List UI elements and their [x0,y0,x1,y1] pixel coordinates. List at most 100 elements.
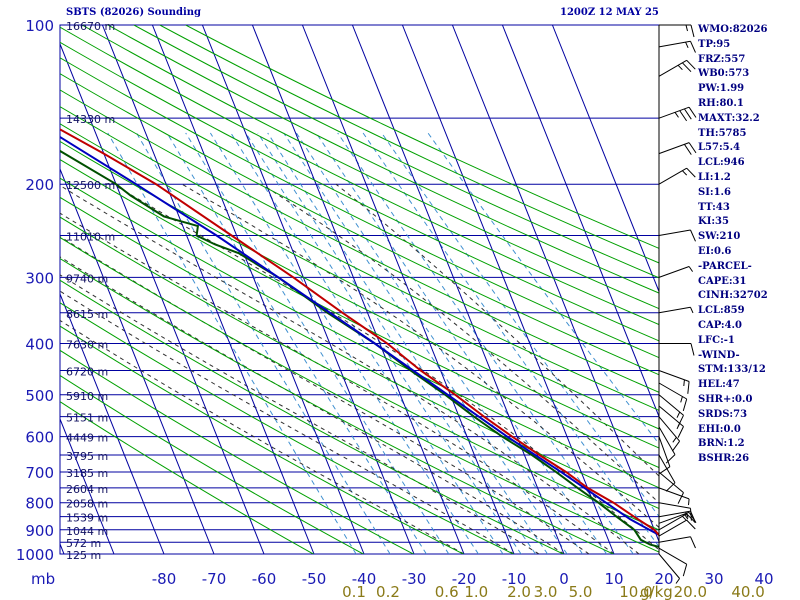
temperature-line [60,128,659,537]
wind-barb [658,370,690,394]
dewpoint-profile [60,149,659,548]
dry-adiabat [60,89,659,393]
mixing-ratio-line [315,132,608,554]
height-label: 14330 m [66,113,115,126]
wind-barb [658,266,694,278]
mixing-ratio-label: 1.0 [464,583,488,600]
pressure-tick-label: 600 [25,429,54,447]
wind-barb [658,547,688,577]
pressure-unit-label: mb [31,570,55,588]
isotherm-line [60,417,115,554]
mixing-ratio-line [185,132,450,554]
moist-adiabat [60,290,515,554]
dry-adiabat [81,25,659,310]
isotherm-line [301,25,515,554]
temperature-profile [60,128,659,537]
sounding-index-15: EI:0.6 [698,245,732,257]
sounding-index-28: BRN:1.2 [698,438,745,450]
mixing-ratio-line [381,132,659,518]
parcel-line [60,135,659,537]
dry-adiabat [60,106,659,411]
temperature-tick-label: -20 [452,570,477,588]
sounding-index-9: LCL:946 [698,157,745,169]
height-label: 3795 m [66,450,108,463]
pressure-tick-label: 300 [25,269,54,287]
wind-barb [658,382,688,412]
dry-adiabat [60,279,565,554]
mixing-ratio-label: 0.1 [342,583,366,600]
sounding-index-23: STM:133/12 [698,364,766,376]
wind-barb [658,306,694,314]
pressure-tick-label: 700 [25,464,54,482]
isotherm-line [0,25,14,554]
mixing-ratio-label: 3.0 [534,583,558,600]
sounding-index-19: LCL:859 [698,305,745,317]
wind-barb [659,343,695,356]
sounding-index-25: SHR+:0.0 [698,393,753,405]
dry-adiabat [60,302,515,554]
mixing-ratio-line [166,132,427,554]
wind-barb [658,487,690,506]
temperature-tick-label: -50 [302,570,327,588]
isotherm-line [60,292,165,554]
dry-adiabat [60,140,659,449]
temperature-tick-label: 20 [654,570,673,588]
wind-barb [658,40,696,53]
parcel-profile [60,135,659,537]
isotherm-lines [0,25,659,554]
temperature-tick-label: 10 [604,570,623,588]
mixing-ratio-label: 2.0 [507,583,531,600]
moist-adiabat [60,212,615,554]
wind-barb [658,394,684,427]
mixing-ratio-line [295,132,584,554]
sounding-index-13: KI:35 [698,216,729,228]
wind-barb [658,553,681,584]
moist-adiabat-lines [60,183,659,554]
mixing-ratio-line [267,132,549,554]
dry-adiabat [60,123,659,430]
height-label: 5910 m [66,390,108,403]
mixing-ratio-line [257,132,536,554]
wind-barb [658,536,696,549]
moist-adiabat [335,183,659,477]
dry-adiabat [107,25,659,294]
moist-adiabat [60,184,640,554]
mixing-ratio-unit: g/kg [640,583,673,600]
sounding-index-26: SRDS:73 [698,408,748,420]
sounding-index-17: CAPE:31 [698,275,747,287]
pressure-tick-label: 100 [25,17,54,35]
sounding-index-21: LFC:-1 [698,334,735,346]
chart-title: SBTS (82026) Sounding [66,7,202,18]
pressure-tick-label: 200 [25,176,54,194]
height-label: 1044 m [66,525,108,538]
height-label: 16670 m [66,20,115,33]
pressure-tick-label: 900 [25,522,54,540]
sounding-index-22: -WIND- [698,349,740,361]
dry-adiabat [60,216,659,531]
mixing-ratio-label: 10.0 [619,583,652,600]
temperature-tick-label: -80 [152,570,177,588]
sounding-index-16: -PARCEL- [698,260,752,272]
temperature-tick-label: -40 [352,570,377,588]
sounding-index-3: WB0:573 [698,68,750,80]
height-label: 11010 m [66,231,115,244]
sounding-index-8: L57:5.4 [698,142,741,154]
isotherm-line [201,25,415,554]
dry-adiabat [60,41,659,342]
moist-adiabat [60,256,565,554]
wind-barb [658,519,696,537]
wind-barbs [658,24,697,584]
sounding-index-5: RH:80.1 [698,97,744,109]
height-label: 8615 m [66,308,108,321]
mixing-ratio-label: 0.6 [435,583,459,600]
height-label: 7630 m [66,338,108,351]
sounding-index-11: SI:1.6 [698,186,731,198]
height-label: 2058 m [66,498,108,511]
wind-barb [658,471,684,504]
sounding-index-4: PW:1.99 [698,83,745,95]
dewpoint-line [60,149,659,548]
wind-barb [658,106,697,122]
temperature-tick-label: -30 [402,570,427,588]
